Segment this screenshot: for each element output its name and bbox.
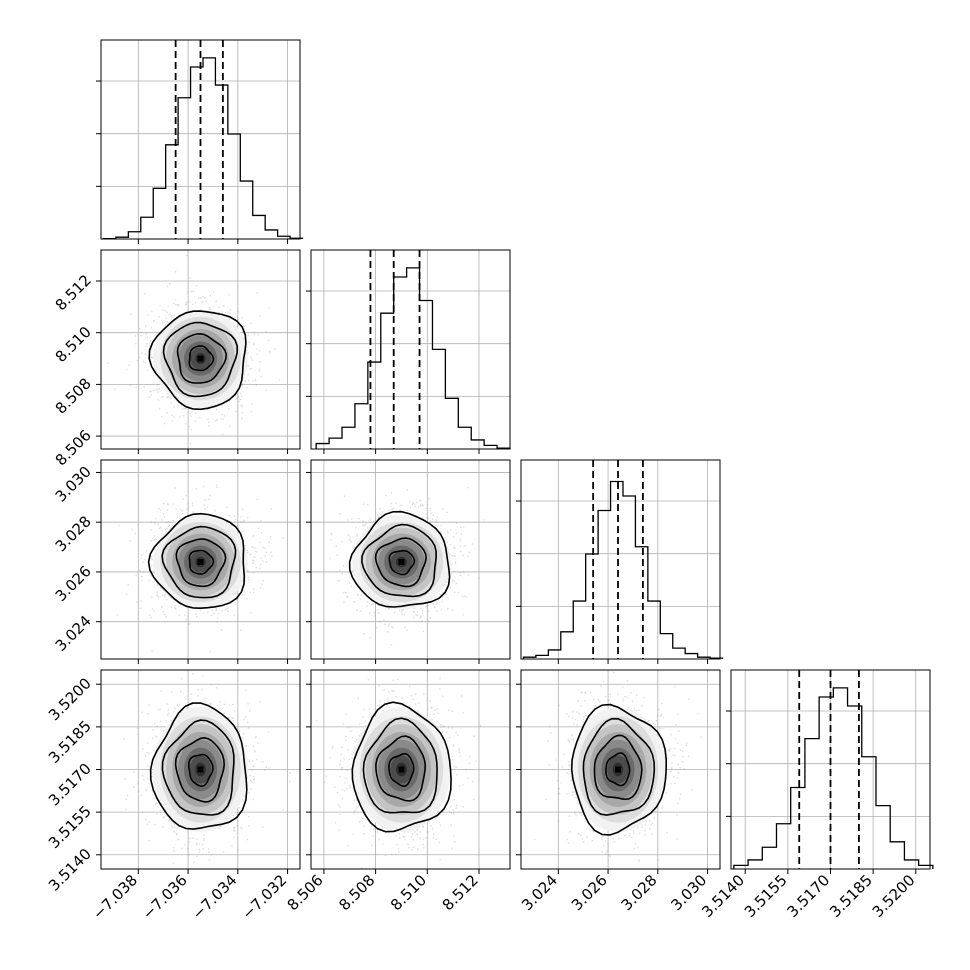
x-tick-label: 3.028	[618, 871, 661, 914]
y-tick-label: 3.5185	[45, 717, 95, 767]
density-peak	[197, 766, 204, 773]
y-tick-label: 8.512	[52, 271, 95, 314]
scatter-panel-3-0: −7.038−7.036−7.034−7.0323.51403.51553.51…	[45, 669, 301, 923]
contour-line	[147, 512, 246, 610]
hist-panel-1	[306, 249, 511, 454]
contour-line	[362, 717, 438, 814]
x-tick-label: 3.5140	[698, 871, 748, 921]
y-tick-label: 8.510	[52, 323, 95, 366]
contour-line	[188, 549, 215, 575]
scatter-panel-3-2: 3.024 3.026 3.028 3.030	[516, 669, 721, 914]
y-tick-label: 3.5170	[45, 760, 95, 810]
contour-line	[176, 332, 228, 384]
histogram-step	[315, 267, 511, 449]
x-tick-label: 8.510	[387, 871, 430, 914]
panel-background	[521, 460, 720, 659]
panel-frame	[100, 249, 301, 450]
density-peak	[197, 558, 204, 565]
contour-line	[149, 702, 248, 830]
x-tick-label: 3.5200	[869, 871, 919, 921]
panel-background	[311, 250, 510, 449]
density-peak	[398, 766, 405, 773]
scatter-points	[329, 487, 486, 646]
contour-line	[188, 345, 215, 372]
y-tick-label: 3.026	[52, 562, 95, 605]
contour-line	[374, 537, 427, 588]
contour-line	[174, 736, 226, 803]
y-tick-label: 3.030	[52, 463, 95, 506]
panel-frame	[100, 459, 301, 660]
hist-panel-0	[96, 39, 304, 244]
scatter-points	[123, 672, 291, 864]
y-tick-label: 3.5155	[45, 802, 95, 852]
x-tick-label: −7.032	[238, 871, 290, 923]
x-tick-label: 3.5155	[741, 871, 791, 921]
contour-line	[348, 510, 451, 608]
contour-line	[175, 538, 227, 588]
density-peak	[615, 766, 622, 773]
contour-line	[375, 735, 427, 802]
hist-panel-2	[516, 459, 724, 664]
histogram-step	[522, 480, 724, 659]
panel-frame	[520, 459, 721, 660]
scatter-panel-2-0: 3.024 3.026 3.028 3.030	[52, 459, 301, 664]
contour-line	[361, 523, 438, 598]
contour-line	[582, 717, 656, 816]
contour-line	[570, 703, 667, 836]
panel-frame	[310, 459, 511, 660]
histogram-step	[102, 57, 304, 240]
contour-line	[593, 734, 643, 801]
x-tick-label: 8.512	[439, 871, 482, 914]
x-tick-label: −7.034	[189, 871, 241, 923]
y-tick-label: 8.508	[52, 374, 95, 417]
y-tick-label: 3.5200	[45, 674, 95, 724]
histogram-step	[733, 687, 934, 869]
scatter-panel-1-0: 8.506 8.508 8.510 8.512	[52, 249, 301, 469]
density-peak	[197, 355, 204, 362]
y-tick-label: 3.5140	[45, 845, 95, 895]
contour-line	[351, 701, 452, 833]
contour-line	[148, 310, 247, 411]
x-tick-label: −7.036	[139, 871, 191, 923]
y-tick-label: 3.024	[52, 612, 95, 655]
contour-line	[161, 525, 237, 599]
x-tick-label: 8.508	[335, 871, 378, 914]
density-peak	[398, 558, 405, 565]
x-tick-label: 8.506	[284, 871, 327, 914]
x-tick-label: −7.038	[89, 871, 141, 923]
x-tick-label: 3.024	[518, 871, 561, 914]
contour-line	[187, 753, 214, 787]
contour-line	[388, 753, 415, 788]
contour-line	[161, 719, 235, 816]
contour-line	[162, 321, 238, 398]
panel-frame	[100, 39, 301, 240]
y-tick-label: 8.506	[52, 426, 95, 469]
scatter-panel-3-1: 8.506 8.508 8.510 8.512	[284, 669, 511, 914]
panel-frame	[310, 249, 511, 450]
contour-line	[388, 549, 416, 576]
x-tick-label: 3.026	[568, 871, 611, 914]
x-tick-label: 3.5185	[826, 871, 876, 921]
y-tick-label: 3.028	[52, 512, 95, 555]
scatter-panel-2-1	[306, 459, 511, 664]
x-tick-label: 3.5170	[783, 871, 833, 921]
contour-line	[605, 752, 631, 787]
